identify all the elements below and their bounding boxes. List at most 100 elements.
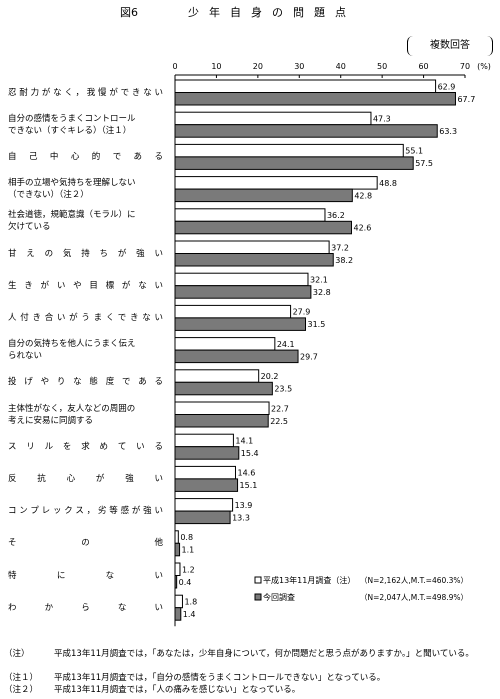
bar-current <box>174 317 306 331</box>
category-label-line: コンプレックス，劣等感が強い <box>8 506 163 517</box>
data-label: 55.1 <box>405 147 423 156</box>
data-label: 23.5 <box>274 385 292 394</box>
legend-note: （N=2,162人,M.T.=460.3%） <box>360 576 468 585</box>
category-label-line: 自己中心的である <box>8 151 163 162</box>
category-label-line: 投げやりな態度である <box>8 377 163 388</box>
category-label-line: 相手の立場や気持ちを理解しない <box>8 178 136 189</box>
figure-label: 図6 <box>120 6 138 19</box>
category-label: 主体性がなく，友人などの周囲の 考えに安易に同調する <box>8 403 163 427</box>
bar-current <box>174 510 231 525</box>
bar-previous <box>174 562 181 576</box>
data-label: 47.3 <box>373 114 391 123</box>
bar-previous <box>174 208 326 222</box>
bar-previous <box>174 594 183 609</box>
bar-previous <box>174 272 309 287</box>
category-label: 自己中心的である <box>8 151 163 163</box>
category-label-line: （できない）（注２） <box>8 190 89 201</box>
data-label: 24.1 <box>277 340 295 349</box>
legend-swatch <box>254 576 262 584</box>
data-label: 1.8 <box>184 597 197 606</box>
bar-previous <box>174 111 372 126</box>
bar-previous <box>174 79 437 93</box>
category-label-line: その他 <box>8 538 163 549</box>
bar-previous <box>174 304 292 319</box>
data-label: 42.8 <box>354 191 372 200</box>
data-label: 15.4 <box>241 449 259 458</box>
bar-current <box>174 607 182 621</box>
category-label: コンプレックス，劣等感が強い <box>8 505 163 517</box>
bar-current <box>174 575 178 589</box>
data-label: 1.1 <box>182 546 195 555</box>
category-label-line: 反抗心が強い <box>8 473 163 484</box>
footnote-mark: （注２） <box>4 685 39 695</box>
category-label: 甘えの気持ちが強い <box>8 248 163 260</box>
legend-label: 平成13年11月調査（注） <box>263 575 355 585</box>
data-label: 57.5 <box>415 159 433 168</box>
data-label: 14.1 <box>235 436 253 445</box>
bar-current <box>174 285 312 299</box>
bar-previous <box>174 369 260 383</box>
category-label: 生きがいや目標がない <box>8 280 163 292</box>
bar-previous <box>174 498 234 512</box>
category-label-line: できない（すぐキレる）（注１） <box>8 125 132 136</box>
x-tick-label: 20 <box>253 62 263 71</box>
data-label: 0.8 <box>180 533 193 542</box>
legend-label: 今回調査 <box>263 592 295 602</box>
category-label-line: スリルを求めている <box>8 441 163 452</box>
data-label: 22.7 <box>271 404 289 413</box>
category-label-line: 主体性がなく，友人などの周囲の <box>8 403 136 414</box>
bar-current <box>174 92 456 106</box>
data-label: 63.3 <box>439 127 457 136</box>
footnote-text: 平成13年11月調査では，「自分の感情をうまくコントロールできない」となっている… <box>54 673 386 683</box>
x-tick-label: 0 <box>172 62 177 71</box>
category-label-line: 生きがいや目標がない <box>8 280 163 291</box>
x-tick-label: 10 <box>211 62 221 71</box>
x-axis-unit: (%) <box>477 62 491 71</box>
legend-swatch <box>254 593 262 601</box>
category-label-line: わからない <box>8 602 163 613</box>
multi-answer-badge: 複数回答 <box>407 36 493 56</box>
category-label: 人付き合いがうまくできない <box>8 312 163 324</box>
bar-current <box>174 156 414 170</box>
category-label-line: 自分の感情をうまくコントロール <box>8 113 136 124</box>
bar-previous <box>174 433 234 448</box>
category-label-line: 自分の気持ちを他人にうまく伝え <box>8 339 136 350</box>
data-label: 0.4 <box>179 578 192 587</box>
data-label: 15.1 <box>240 481 258 490</box>
data-label: 38.2 <box>335 256 353 265</box>
footnote-text: 平成13年11月調査では，「あなたは，少年自身について，何か問題だと思う点があり… <box>54 649 474 659</box>
bar-current <box>174 414 269 428</box>
bar-previous <box>174 530 179 544</box>
category-label-line: 社会道徳，規範意識（モラル）に <box>8 210 136 221</box>
category-label: 相手の立場や気持ちを理解しない （できない）（注２） <box>8 177 163 201</box>
x-tick-label: 30 <box>294 62 304 71</box>
data-label: 14.6 <box>237 469 255 478</box>
category-label: スリルを求めている <box>8 441 163 453</box>
data-label: 36.2 <box>327 211 345 220</box>
bar-previous <box>174 143 404 158</box>
category-label: 特にない <box>8 570 163 582</box>
bar-current <box>174 542 181 557</box>
category-label-line: 人付き合いがうまくできない <box>8 312 163 323</box>
data-label: 67.7 <box>457 95 475 104</box>
category-label-line: 考えに安易に同調する <box>8 415 94 426</box>
category-label: 自分の感情をうまくコントロール できない（すぐキレる）（注１） <box>8 113 163 137</box>
data-label: 13.3 <box>232 513 250 522</box>
data-label: 22.5 <box>270 417 288 426</box>
bar-current <box>174 220 352 235</box>
bar-current <box>174 478 239 492</box>
category-label: 反抗心が強い <box>8 473 163 485</box>
category-label-line: 忍耐力がなく，我慢ができない <box>8 87 163 98</box>
x-tick-label: 50 <box>377 62 387 71</box>
category-label-line: 甘えの気持ちが強い <box>8 248 163 259</box>
data-label: 31.5 <box>308 320 326 329</box>
data-label: 37.2 <box>331 243 349 252</box>
data-label: 32.1 <box>310 275 328 284</box>
data-label: 20.2 <box>261 372 279 381</box>
category-label: 自分の気持ちを他人にうまく伝え られない <box>8 338 163 362</box>
category-label: 社会道徳，規範意識（モラル）に 欠けている <box>8 209 163 233</box>
data-label: 27.9 <box>293 308 311 317</box>
bar-previous <box>174 240 330 254</box>
x-tick-label: 40 <box>336 62 346 71</box>
